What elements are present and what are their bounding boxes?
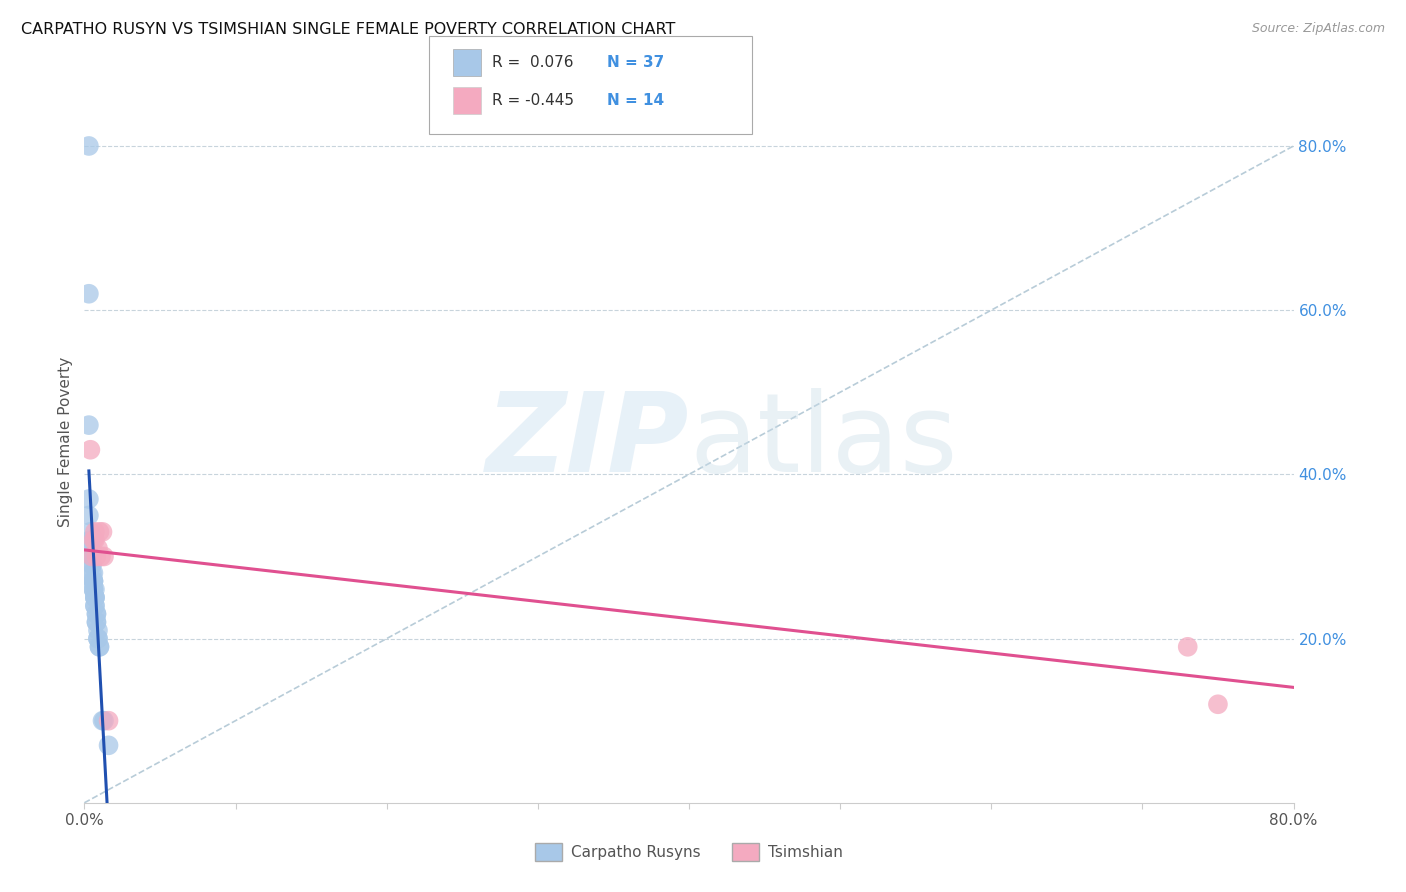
Point — [84, 591, 107, 605]
Point — [79, 533, 101, 547]
Text: N = 14: N = 14 — [607, 94, 665, 108]
Point — [89, 640, 111, 654]
Point — [82, 566, 104, 580]
Point — [84, 591, 107, 605]
Point — [77, 491, 100, 506]
Point — [79, 442, 101, 457]
Point — [80, 558, 103, 572]
Point — [79, 541, 101, 556]
Point — [87, 632, 110, 646]
Point — [82, 574, 104, 588]
Point — [86, 615, 108, 630]
Point — [79, 524, 101, 539]
Point — [82, 574, 104, 588]
Point — [77, 286, 100, 301]
Point — [77, 508, 100, 523]
Point — [80, 549, 103, 564]
Text: Source: ZipAtlas.com: Source: ZipAtlas.com — [1251, 22, 1385, 36]
Point — [84, 599, 107, 613]
Point — [84, 591, 107, 605]
Point — [90, 549, 112, 564]
Point — [80, 549, 103, 564]
Text: atlas: atlas — [689, 388, 957, 495]
Point — [87, 632, 110, 646]
Point — [84, 599, 107, 613]
Point — [84, 533, 107, 547]
Text: R =  0.076: R = 0.076 — [492, 55, 574, 70]
Point — [82, 582, 104, 597]
Point — [82, 533, 104, 547]
Point — [97, 739, 120, 753]
Point — [89, 640, 111, 654]
Y-axis label: Single Female Poverty: Single Female Poverty — [58, 357, 73, 526]
Point — [93, 714, 115, 728]
Point — [87, 624, 110, 638]
Text: N = 37: N = 37 — [607, 55, 665, 70]
Point — [77, 139, 100, 153]
Text: CARPATHO RUSYN VS TSIMSHIAN SINGLE FEMALE POVERTY CORRELATION CHART: CARPATHO RUSYN VS TSIMSHIAN SINGLE FEMAL… — [21, 22, 675, 37]
Point — [86, 607, 108, 621]
Text: R = -0.445: R = -0.445 — [492, 94, 574, 108]
Point — [89, 524, 111, 539]
Point — [82, 582, 104, 597]
Point — [84, 524, 107, 539]
Point — [84, 582, 107, 597]
Point — [86, 615, 108, 630]
Point — [91, 524, 114, 539]
Legend: Carpatho Rusyns, Tsimshian: Carpatho Rusyns, Tsimshian — [529, 837, 849, 867]
Point — [82, 574, 104, 588]
Point — [86, 549, 108, 564]
Point — [1206, 698, 1229, 712]
Text: ZIP: ZIP — [485, 388, 689, 495]
Point — [86, 607, 108, 621]
Point — [77, 418, 100, 433]
Point — [80, 549, 103, 564]
Point — [80, 566, 103, 580]
Point — [91, 714, 114, 728]
Point — [97, 714, 120, 728]
Point — [87, 541, 110, 556]
Point — [93, 549, 115, 564]
Point — [1177, 640, 1199, 654]
Point — [80, 558, 103, 572]
